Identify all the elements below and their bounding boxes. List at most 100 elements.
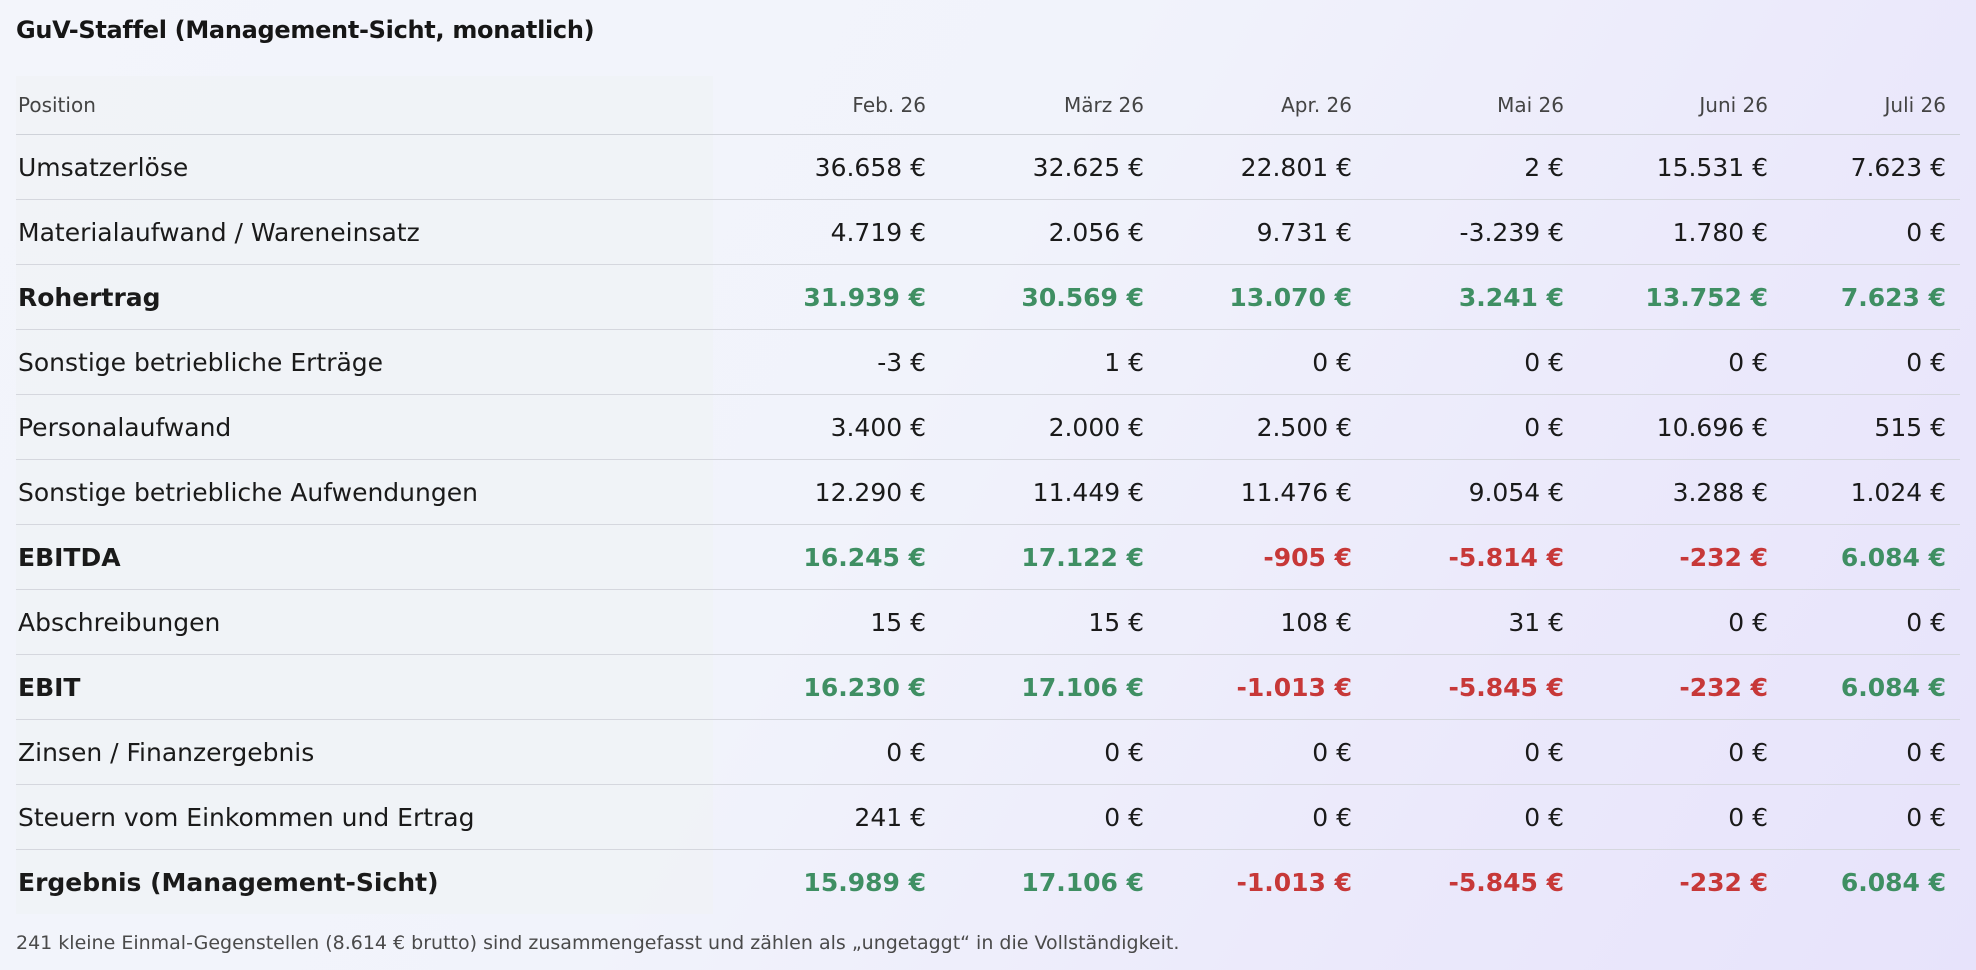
cell-value: 1.780 €	[1578, 199, 1782, 265]
cell-value: 0 €	[1366, 719, 1578, 785]
cell-value: 31 €	[1366, 589, 1578, 655]
cell-value: 2.500 €	[1158, 394, 1366, 460]
cell-value: -5.845 €	[1366, 849, 1578, 914]
cell-value: 0 €	[1366, 329, 1578, 395]
cell-value: 0 €	[1782, 719, 1960, 785]
cell-value: 6.084 €	[1782, 524, 1960, 590]
cell-value: 0 €	[1782, 329, 1960, 395]
table-row: Zinsen / Finanzergebnis 0 €0 €0 €0 €0 €0 …	[16, 719, 1960, 785]
cell-value: 0 €	[1578, 589, 1782, 655]
cell-value: 4.719 €	[713, 199, 940, 265]
cell-value: 2 €	[1366, 134, 1578, 200]
table-row: Ergebnis (Management-Sicht) 15.989 €17.10…	[16, 849, 1960, 914]
cell-value: 17.106 €	[940, 654, 1158, 720]
row-label: Zinsen / Finanzergebnis	[16, 719, 713, 785]
cell-value: -3.239 €	[1366, 199, 1578, 265]
table-row: Materialaufwand / Wareneinsatz 4.719 €2.0…	[16, 199, 1960, 265]
table-row: Rohertrag 31.939 €30.569 €13.070 €3.241 €…	[16, 264, 1960, 330]
table-row: EBITDA 16.245 €17.122 € -905 € -5.814 € -232…	[16, 524, 1960, 590]
cell-value: 515 €	[1782, 394, 1960, 460]
cell-value: 13.070 €	[1158, 264, 1366, 330]
cell-value: -232 €	[1578, 654, 1782, 720]
column-header-month: Feb. 26	[713, 76, 940, 135]
cell-value: 0 €	[1158, 329, 1366, 395]
cell-value: 17.122 €	[940, 524, 1158, 590]
row-label: Sonstige betriebliche Erträge	[16, 329, 713, 395]
cell-value: 0 €	[1782, 589, 1960, 655]
cell-value: 13.752 €	[1578, 264, 1782, 330]
cell-value: 1 €	[940, 329, 1158, 395]
table-row: Sonstige betriebliche Aufwendungen 12.290…	[16, 459, 1960, 525]
cell-value: 241 €	[713, 784, 940, 850]
row-label: Umsatzerlöse	[16, 134, 713, 200]
cell-value: 7.623 €	[1782, 264, 1960, 330]
column-header-month: Mai 26	[1366, 76, 1578, 135]
cell-value: 10.696 €	[1578, 394, 1782, 460]
cell-value: 11.449 €	[940, 459, 1158, 525]
column-header-month: Apr. 26	[1158, 76, 1366, 135]
cell-value: 7.623 €	[1782, 134, 1960, 200]
cell-value: 0 €	[1578, 784, 1782, 850]
cell-value: 0 €	[940, 784, 1158, 850]
row-label: Materialaufwand / Wareneinsatz	[16, 199, 713, 265]
cell-value: 30.569 €	[940, 264, 1158, 330]
cell-value: 32.625 €	[940, 134, 1158, 200]
cell-value: 0 €	[1578, 719, 1782, 785]
table-row: Sonstige betriebliche Erträge -3 €1 €0 €0…	[16, 329, 1960, 395]
table-row: Personalaufwand 3.400 €2.000 €2.500 €0 €1…	[16, 394, 1960, 460]
cell-value: 0 €	[1158, 784, 1366, 850]
cell-value: 0 €	[940, 719, 1158, 785]
cell-value: 9.054 €	[1366, 459, 1578, 525]
cell-value: 15.989 €	[713, 849, 940, 914]
cell-value: 0 €	[1366, 784, 1578, 850]
cell-value: 16.230 €	[713, 654, 940, 720]
cell-value: 12.290 €	[713, 459, 940, 525]
cell-value: 0 €	[713, 719, 940, 785]
cell-value: 11.476 €	[1158, 459, 1366, 525]
column-header-month: März 26	[940, 76, 1158, 135]
cell-value: 15 €	[940, 589, 1158, 655]
row-label: Rohertrag	[16, 264, 713, 330]
cell-value: 0 €	[1366, 394, 1578, 460]
cell-value: 2.000 €	[940, 394, 1158, 460]
cell-value: 3.288 €	[1578, 459, 1782, 525]
header-row: Position Feb. 26 März 26 Apr. 26 Mai 26 …	[16, 76, 1960, 135]
cell-value: -232 €	[1578, 849, 1782, 914]
column-header-month: Juli 26	[1782, 76, 1960, 135]
cell-value: -1.013 €	[1158, 654, 1366, 720]
cell-value: -5.814 €	[1366, 524, 1578, 590]
cell-value: 1.024 €	[1782, 459, 1960, 525]
cell-value: 0 €	[1578, 329, 1782, 395]
row-label: Ergebnis (Management-Sicht)	[16, 849, 713, 914]
cell-value: 6.084 €	[1782, 654, 1960, 720]
row-label: Steuern vom Einkommen und Ertrag	[16, 784, 713, 850]
row-label: EBIT	[16, 654, 713, 720]
table-row: Umsatzerlöse 36.658 €32.625 €22.801 €2 €1…	[16, 134, 1960, 200]
cell-value: 16.245 €	[713, 524, 940, 590]
cell-value: 31.939 €	[713, 264, 940, 330]
cell-value: 15 €	[713, 589, 940, 655]
cell-value: 22.801 €	[1158, 134, 1366, 200]
cell-value: 2.056 €	[940, 199, 1158, 265]
pnl-table: Position Feb. 26 März 26 Apr. 26 Mai 26 …	[16, 76, 1960, 914]
cell-value: -1.013 €	[1158, 849, 1366, 914]
row-label: Sonstige betriebliche Aufwendungen	[16, 459, 713, 525]
cell-value: 0 €	[1782, 199, 1960, 265]
column-header-position: Position	[16, 76, 713, 135]
cell-value: 6.084 €	[1782, 849, 1960, 914]
cell-value: 36.658 €	[713, 134, 940, 200]
table-row: EBIT 16.230 €17.106 € -1.013 € -5.845 € -232…	[16, 654, 1960, 720]
page-title: GuV-Staffel (Management-Sicht, monatlich…	[16, 16, 595, 44]
cell-value: 9.731 €	[1158, 199, 1366, 265]
cell-value: 108 €	[1158, 589, 1366, 655]
cell-value: 0 €	[1782, 784, 1960, 850]
cell-value: -5.845 €	[1366, 654, 1578, 720]
cell-value: 15.531 €	[1578, 134, 1782, 200]
cell-value: 3.241 €	[1366, 264, 1578, 330]
column-header-month: Juni 26	[1578, 76, 1782, 135]
cell-value: -232 €	[1578, 524, 1782, 590]
cell-value: -905 €	[1158, 524, 1366, 590]
cell-value: 0 €	[1158, 719, 1366, 785]
row-label: EBITDA	[16, 524, 713, 590]
cell-value: 3.400 €	[713, 394, 940, 460]
